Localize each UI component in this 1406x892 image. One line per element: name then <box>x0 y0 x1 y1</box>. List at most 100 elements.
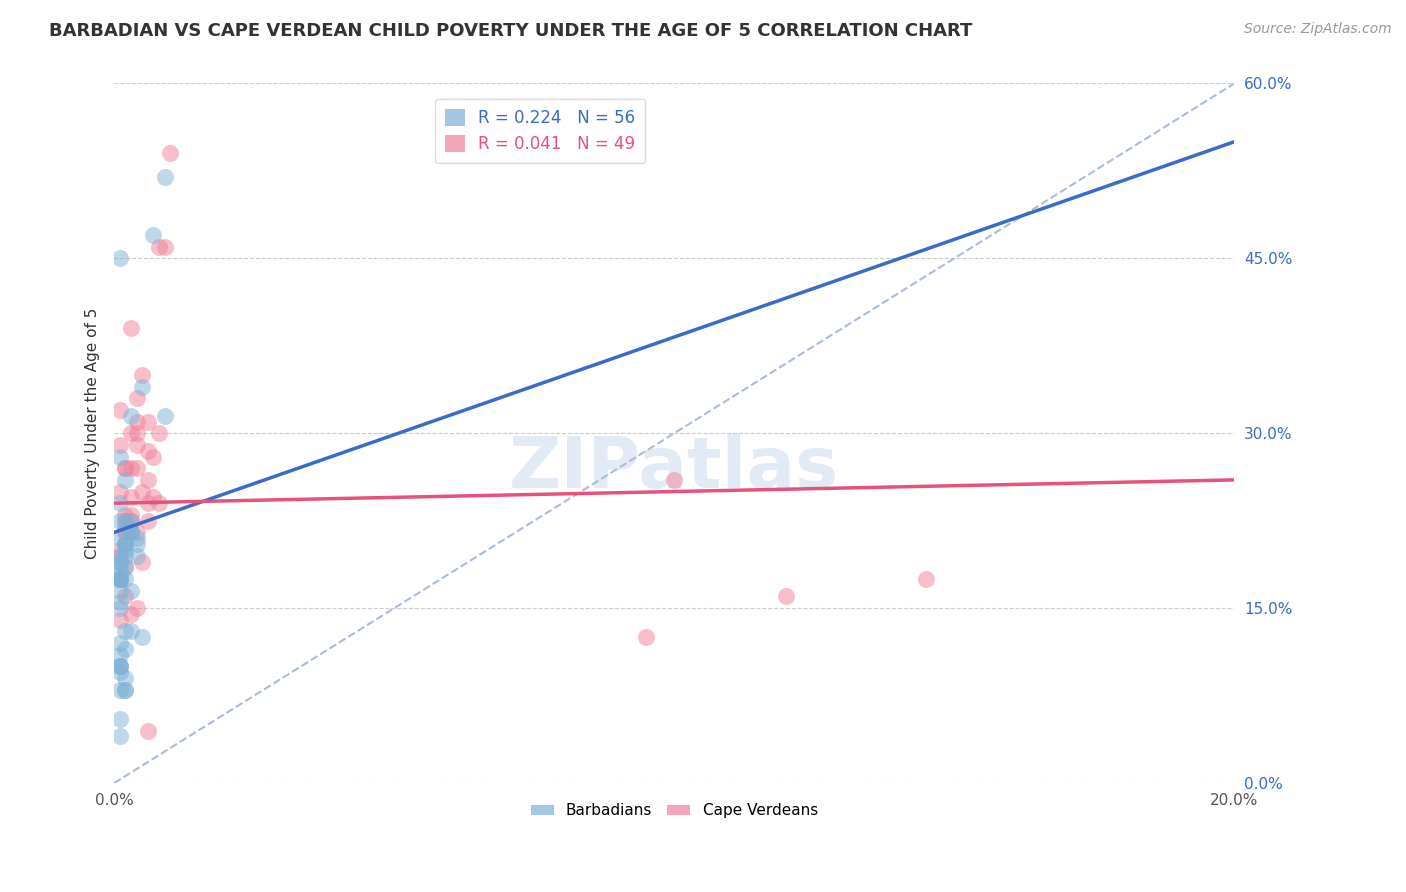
Point <box>108 572 131 586</box>
Point <box>108 659 131 673</box>
Text: Source: ZipAtlas.com: Source: ZipAtlas.com <box>1244 22 1392 37</box>
Point <box>664 473 686 487</box>
Point <box>125 537 148 551</box>
Point <box>108 572 131 586</box>
Point <box>120 491 142 505</box>
Point <box>120 514 142 528</box>
Point <box>108 554 131 568</box>
Point <box>114 537 136 551</box>
Legend: Barbadians, Cape Verdeans: Barbadians, Cape Verdeans <box>524 797 824 824</box>
Point <box>120 461 142 475</box>
Point <box>108 583 131 598</box>
Point <box>108 560 131 574</box>
Point <box>108 601 131 615</box>
Point <box>114 682 136 697</box>
Point <box>114 549 136 563</box>
Point <box>120 607 142 621</box>
Y-axis label: Child Poverty Under the Age of 5: Child Poverty Under the Age of 5 <box>86 308 100 559</box>
Point <box>120 525 142 540</box>
Point <box>120 426 142 441</box>
Point <box>108 531 131 545</box>
Point <box>136 415 159 429</box>
Point <box>114 560 136 574</box>
Text: BARBADIAN VS CAPE VERDEAN CHILD POVERTY UNDER THE AGE OF 5 CORRELATION CHART: BARBADIAN VS CAPE VERDEAN CHILD POVERTY … <box>49 22 973 40</box>
Point <box>108 712 131 726</box>
Point <box>142 491 165 505</box>
Point <box>108 648 131 662</box>
Point <box>153 409 176 423</box>
Point <box>108 730 131 744</box>
Point <box>120 508 142 522</box>
Point <box>114 508 136 522</box>
Point <box>120 583 142 598</box>
Point <box>108 252 131 266</box>
Point <box>775 590 797 604</box>
Point <box>131 379 153 393</box>
Point <box>108 554 131 568</box>
Point <box>108 542 131 557</box>
Point <box>114 537 136 551</box>
Point <box>120 321 142 335</box>
Point <box>114 671 136 685</box>
Point <box>108 514 131 528</box>
Point <box>148 496 170 510</box>
Point <box>125 391 148 405</box>
Point <box>108 496 131 510</box>
Point <box>120 514 142 528</box>
Point <box>108 659 131 673</box>
Point <box>125 549 148 563</box>
Point <box>120 624 142 639</box>
Point <box>108 403 131 417</box>
Point <box>131 484 153 499</box>
Point <box>136 443 159 458</box>
Point <box>114 461 136 475</box>
Point <box>108 595 131 609</box>
Point <box>114 525 136 540</box>
Point <box>114 572 136 586</box>
Point <box>108 636 131 650</box>
Point <box>114 590 136 604</box>
Point <box>148 240 170 254</box>
Point <box>108 682 131 697</box>
Point <box>108 549 131 563</box>
Point <box>120 525 142 540</box>
Point <box>148 426 170 441</box>
Point <box>108 659 131 673</box>
Point <box>114 473 136 487</box>
Point <box>125 438 148 452</box>
Point <box>120 525 142 540</box>
Point <box>136 496 159 510</box>
Point <box>108 549 131 563</box>
Point <box>142 450 165 464</box>
Point <box>108 572 131 586</box>
Point <box>136 473 159 487</box>
Point <box>131 554 153 568</box>
Point <box>114 682 136 697</box>
Point <box>108 572 131 586</box>
Point <box>114 642 136 657</box>
Point <box>108 450 131 464</box>
Point <box>108 484 131 499</box>
Point <box>131 368 153 382</box>
Point <box>114 514 136 528</box>
Point <box>114 560 136 574</box>
Point <box>114 519 136 533</box>
Point <box>108 438 131 452</box>
Point <box>108 566 131 581</box>
Point <box>636 630 658 644</box>
Point <box>114 525 136 540</box>
Point <box>159 146 181 161</box>
Point <box>114 537 136 551</box>
Point <box>153 169 176 184</box>
Point <box>120 409 142 423</box>
Point <box>114 624 136 639</box>
Point <box>108 572 131 586</box>
Text: ZIPatlas: ZIPatlas <box>509 434 839 503</box>
Point <box>125 426 148 441</box>
Point <box>108 665 131 680</box>
Point <box>108 613 131 627</box>
Point <box>125 531 148 545</box>
Point <box>125 601 148 615</box>
Point <box>153 240 176 254</box>
Point <box>136 514 159 528</box>
